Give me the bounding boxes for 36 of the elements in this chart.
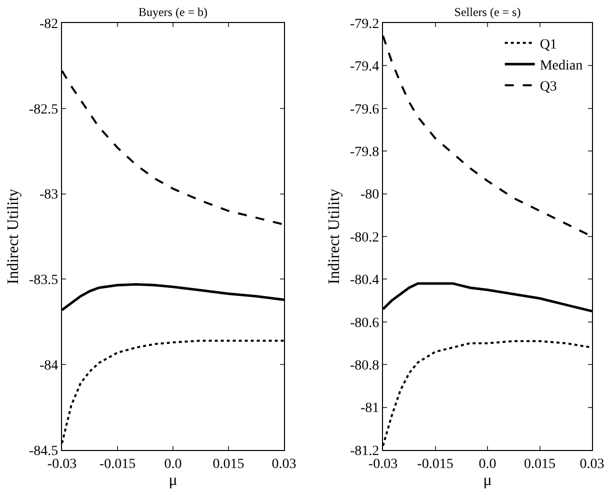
y-tick-label: -79.4	[350, 60, 380, 75]
y-tick-label: -80.6	[350, 316, 380, 331]
y-tick-label: -79.2	[350, 16, 380, 32]
x-tick-label: 0.03	[580, 456, 604, 472]
x-axis-title: μ	[168, 472, 178, 489]
legend-label: Median	[540, 58, 583, 74]
y-tick-label: -80.4	[350, 273, 380, 288]
x-axis-title: μ	[483, 472, 492, 489]
y-tick-label: -82.5	[29, 102, 58, 118]
y-tick-label: -80	[360, 188, 380, 203]
x-tick-label: 0.03	[272, 456, 296, 472]
y-tick-label: -80.2	[350, 230, 380, 246]
y-tick-label: -79.8	[350, 145, 380, 160]
y-axis-title: Indirect Utility	[4, 188, 22, 284]
legend-label: Q1	[540, 37, 557, 52]
y-tick-label: -82	[40, 16, 58, 32]
chart-title: Sellers (e = s)	[454, 4, 521, 19]
x-tick-label: -0.015	[417, 456, 454, 472]
y-tick-label: -81	[360, 401, 380, 416]
y-tick-label: -84	[40, 358, 58, 374]
y-tick-label: -81.2	[350, 444, 380, 459]
y-axis-title: Indirect Utility	[326, 188, 343, 284]
y-tick-label: -83.5	[29, 273, 58, 288]
legend-label: Q3	[540, 80, 557, 95]
y-tick-label: -79.6	[350, 102, 380, 118]
x-tick-label: 0.0	[478, 456, 496, 472]
y-tick-label: -83	[40, 188, 58, 203]
y-tick-label: -80.8	[350, 358, 380, 374]
x-tick-label: -0.015	[99, 456, 136, 472]
chart-title: Buyers (e = b)	[138, 4, 208, 19]
x-tick-label: -0.03	[368, 456, 398, 472]
x-tick-label: 0.0	[164, 456, 182, 472]
x-tick-label: 0.015	[524, 456, 556, 472]
y-tick-label: -84.5	[29, 444, 58, 459]
x-tick-label: 0.015	[212, 456, 244, 472]
x-tick-label: -0.03	[47, 456, 77, 472]
